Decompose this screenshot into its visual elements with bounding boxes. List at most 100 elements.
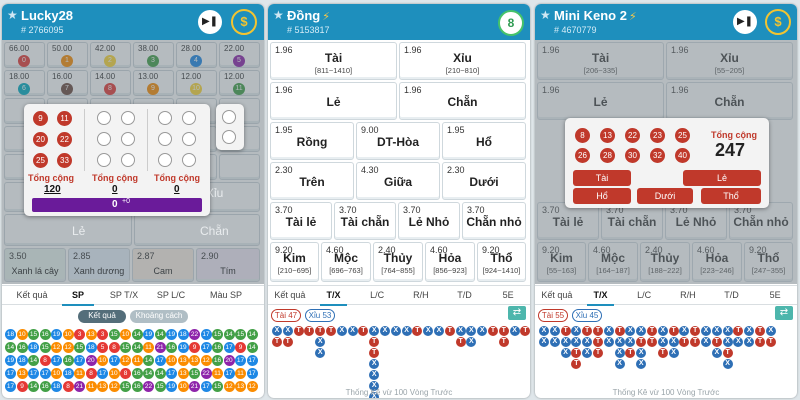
xiu-cell: X <box>657 337 668 347</box>
bet-number-cell[interactable]: 50.00 1 <box>47 42 88 68</box>
bet-number-cell[interactable]: 42.00 2 <box>90 42 131 68</box>
bet-option[interactable]: 3.70 Tài chẵn <box>334 202 396 240</box>
swap-icon[interactable]: ⇄ <box>775 306 793 320</box>
mini-keno-panel: ★ Mini Keno 2 ⚡ # 4670779 ▶❚ $ 1.96 Tài [20… <box>535 4 797 398</box>
tab-sp[interactable]: SP <box>71 290 84 300</box>
bet-option[interactable]: 9.20 Thổ [247~355] <box>744 242 793 282</box>
bet-name: Hỏa <box>438 251 462 265</box>
bet-number-cell[interactable]: 12.00 11 <box>219 70 260 96</box>
bet-option[interactable]: 3.70 Tài chẵn <box>601 202 663 240</box>
history-ball: 17 <box>235 355 246 366</box>
progress-bar: 0 +0 <box>32 198 202 212</box>
tab-t-d[interactable]: T/D <box>724 290 739 300</box>
toggle-results[interactable]: Kết quả <box>78 310 126 323</box>
bet-option[interactable]: 1.95 Rồng <box>270 122 354 160</box>
toggle-distance[interactable]: Khoảng cách <box>130 310 188 323</box>
tab-r-h[interactable]: R/H <box>413 290 429 300</box>
bet-option[interactable]: 4.60 Hỏa [856~923] <box>425 242 475 282</box>
history-ball: 16 <box>131 368 143 379</box>
bet-option[interactable]: 1.96 Chẵn <box>399 82 526 120</box>
history-ball: 15 <box>189 368 200 379</box>
history-ball: 11 <box>143 342 154 353</box>
bet-name: Mộc <box>334 251 358 265</box>
history-ball: 22 <box>143 381 154 392</box>
bet-option[interactable]: 9.20 Thổ [924~1410] <box>477 242 526 282</box>
tab-5e[interactable]: 5E <box>502 290 514 300</box>
bet-name: Kim <box>550 251 573 265</box>
coin-icon[interactable]: $ <box>765 9 791 35</box>
coin-icon[interactable]: $ <box>231 9 257 35</box>
bet-option[interactable]: 1.96 Lẻ <box>270 82 397 120</box>
odd-value: 42.00 <box>95 44 116 53</box>
bet-option[interactable]: 2.30 Dưới <box>442 162 526 200</box>
tab-r-h[interactable]: R/H <box>680 290 696 300</box>
play-icon[interactable]: ▶❚ <box>198 10 222 34</box>
tab-t-d[interactable]: T/D <box>457 290 472 300</box>
bet-option[interactable]: 9.20 Kim [55~163] <box>537 242 586 282</box>
bet-le-label: Lẻ <box>72 224 86 238</box>
bet-number-cell[interactable]: 28.00 4 <box>176 42 217 68</box>
favorite-star-icon[interactable]: ★ <box>7 8 18 22</box>
bet-option[interactable]: 1.96 Tài [206~335] <box>537 42 664 80</box>
bet-orange[interactable]: 2.87 Cam <box>132 248 194 282</box>
bet-option[interactable]: 4.30 Giữa <box>356 162 440 200</box>
history-ball: 10 <box>62 329 74 340</box>
bet-option[interactable]: 3.70 Tài lẻ <box>270 202 332 240</box>
bet-number-cell[interactable]: 66.00 0 <box>4 42 45 68</box>
odd-value: 1.95 <box>447 125 465 135</box>
tab-results[interactable]: Kết quả <box>16 290 48 300</box>
bet-option[interactable]: 1.95 Hổ <box>442 122 526 160</box>
bet-number-cell[interactable]: 14.00 8 <box>90 70 131 96</box>
bet-purple[interactable]: 2.90 Tím <box>196 248 260 282</box>
tab-mau-sp[interactable]: Màu SP <box>209 290 242 300</box>
favorite-star-icon[interactable]: ★ <box>540 8 551 22</box>
bet-option[interactable]: 3.70 Chẵn nhỏ <box>462 202 526 240</box>
bet-number-cell[interactable] <box>219 154 260 180</box>
bet-number-cell[interactable]: 13.00 9 <box>133 70 174 96</box>
bet-option[interactable]: 2.40 Thủy [764~855] <box>373 242 423 282</box>
play-icon[interactable]: ▶❚ <box>733 10 757 34</box>
tab-l-c[interactable]: L/C <box>637 290 652 300</box>
bet-range: [55~163] <box>546 266 577 275</box>
tab-t-x[interactable]: T/X <box>326 290 341 300</box>
tab-5e[interactable]: 5E <box>769 290 781 300</box>
tai-cell: T <box>272 337 282 347</box>
bet-le[interactable] <box>4 214 132 246</box>
bet-option[interactable]: 9.00 DT-Hòa <box>356 122 440 160</box>
bet-option[interactable]: 9.20 Kim [210~695] <box>270 242 319 282</box>
bet-option[interactable]: 1.96 Tài [811~1410] <box>270 42 397 80</box>
history-ball: 17 <box>223 368 235 379</box>
tab-t-x[interactable]: T/X <box>593 290 608 300</box>
bet-option[interactable]: 2.30 Trên <box>270 162 354 200</box>
bet-option[interactable]: 4.60 Hỏa [223~246] <box>692 242 742 282</box>
bet-number-cell[interactable]: 38.00 3 <box>133 42 174 68</box>
bet-blue[interactable]: 2.85 Xanh dương <box>68 248 130 282</box>
bet-green[interactable]: 3.50 Xanh lá cây <box>4 248 66 282</box>
history-ball: 18 <box>5 329 16 340</box>
bet-option[interactable]: 1.96 Lẻ <box>537 82 664 120</box>
bet-number-cell[interactable]: 16.00 7 <box>47 70 88 96</box>
bet-option[interactable]: 3.70 Tài lẻ <box>537 202 599 240</box>
history-ball: 9 <box>189 342 200 353</box>
bet-number-cell[interactable]: 18.00 6 <box>4 70 45 96</box>
history-ball: 17 <box>97 368 108 379</box>
odd-value: 3.70 <box>606 205 624 215</box>
bet-option[interactable]: 4.60 Mộc [164~187] <box>588 242 638 282</box>
bet-number-cell[interactable]: 12.00 10 <box>176 70 217 96</box>
bet-number-cell[interactable]: 22.00 5 <box>219 42 260 68</box>
tab-k-t-qu-[interactable]: Kết quả <box>274 290 306 300</box>
tab-l-c[interactable]: L/C <box>370 290 385 300</box>
swap-icon[interactable]: ⇄ <box>508 306 526 320</box>
bet-option[interactable]: 3.70 Lẻ Nhỏ <box>398 202 460 240</box>
bet-option[interactable]: 4.60 Mộc [696~763] <box>321 242 371 282</box>
tab-sp-tx[interactable]: SP T/X <box>109 290 139 300</box>
bet-option[interactable]: 2.40 Thủy [188~222] <box>640 242 690 282</box>
tab-sp-lc[interactable]: SP L/C <box>156 290 186 300</box>
favorite-star-icon[interactable]: ★ <box>273 8 284 22</box>
tab-k-t-qu-[interactable]: Kết quả <box>541 290 573 300</box>
bet-option[interactable]: 1.96 Xỉu [210~810] <box>399 42 526 80</box>
bet-option[interactable]: 3.70 Chẵn nhỏ <box>729 202 793 240</box>
history-ball: 18 <box>85 342 97 353</box>
bet-option[interactable]: 1.96 Xỉu [55~205] <box>666 42 793 80</box>
xiu-cell: X <box>701 326 711 336</box>
